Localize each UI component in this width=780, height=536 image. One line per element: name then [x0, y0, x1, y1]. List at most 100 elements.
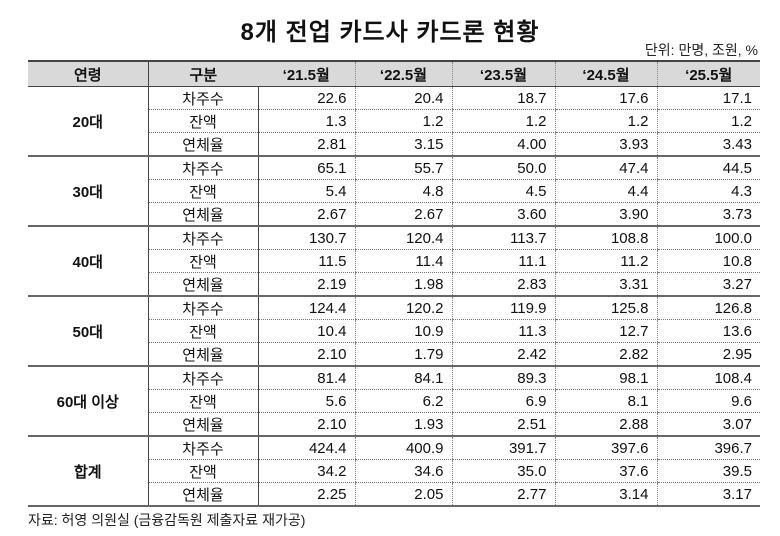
- value-cell: 10.4: [258, 319, 355, 343]
- value-cell: 120.4: [354, 226, 452, 250]
- value-cell: 1.3: [258, 109, 355, 133]
- value-cell: 84.1: [354, 366, 452, 390]
- value-cell: 4.8: [354, 179, 452, 203]
- age-group-label: 40대: [28, 226, 148, 297]
- value-cell: 2.67: [354, 202, 452, 227]
- header-period: ‘25.5월: [656, 60, 760, 87]
- category-label: 연체율: [147, 412, 259, 437]
- value-cell: 130.7: [258, 226, 355, 250]
- value-cell: 3.31: [554, 272, 657, 297]
- value-cell: 2.51: [451, 412, 555, 437]
- value-cell: 35.0: [451, 459, 555, 483]
- category-label: 잔액: [147, 179, 259, 203]
- value-cell: 3.27: [656, 272, 760, 297]
- value-cell: 6.9: [451, 389, 555, 413]
- value-cell: 3.07: [656, 412, 760, 437]
- value-cell: 98.1: [554, 366, 657, 390]
- category-label: 연체율: [147, 132, 259, 157]
- value-cell: 65.1: [258, 156, 355, 180]
- header-period: ‘24.5월: [554, 60, 657, 87]
- value-cell: 11.1: [451, 249, 555, 273]
- table-row: 20대 차주수 22.6 20.4 18.7 17.6 17.1: [28, 86, 760, 157]
- source-note: 자료: 허영 의원실 (금융감독원 제출자료 재가공): [28, 512, 306, 528]
- value-cell: 1.93: [354, 412, 452, 437]
- table-row: 잔액 1.3 1.2 1.2 1.2 1.2: [28, 109, 760, 133]
- category-label: 연체율: [147, 272, 259, 297]
- value-cell: 3.93: [554, 132, 657, 157]
- value-cell: 108.4: [656, 366, 760, 390]
- table-row: 잔액 11.5 11.4 11.1 11.2 10.8: [28, 249, 760, 273]
- table-row: 50대 차주수 124.4 120.2 119.9 125.8 126.8: [28, 296, 760, 367]
- value-cell: 3.14: [554, 482, 657, 507]
- table-row: 연체율 2.25 2.05 2.77 3.14 3.17: [28, 482, 760, 507]
- age-group-label: 합계: [28, 436, 148, 507]
- age-group-label: 20대: [28, 86, 148, 157]
- value-cell: 8.1: [554, 389, 657, 413]
- value-cell: 3.73: [656, 202, 760, 227]
- value-cell: 44.5: [656, 156, 760, 180]
- value-cell: 6.2: [354, 389, 452, 413]
- table-row: 연체율 2.81 3.15 4.00 3.93 3.43: [28, 132, 760, 157]
- age-group-label: 30대: [28, 156, 148, 227]
- value-cell: 1.2: [554, 109, 657, 133]
- value-cell: 119.9: [451, 296, 555, 320]
- value-cell: 1.2: [656, 109, 760, 133]
- header-period: ‘23.5월: [451, 60, 555, 87]
- category-label: 차주수: [147, 156, 259, 180]
- table-row: 연체율 2.10 1.79 2.42 2.82 2.95: [28, 342, 760, 367]
- category-label: 잔액: [147, 109, 259, 133]
- value-cell: 2.10: [258, 412, 355, 437]
- value-cell: 4.3: [656, 179, 760, 203]
- value-cell: 39.5: [656, 459, 760, 483]
- value-cell: 50.0: [451, 156, 555, 180]
- table-row: 60대 이상 차주수 81.4 84.1 89.3 98.1 108.4: [28, 366, 760, 437]
- value-cell: 12.7: [554, 319, 657, 343]
- table-row: 연체율 2.10 1.93 2.51 2.88 3.07: [28, 412, 760, 437]
- value-cell: 11.4: [354, 249, 452, 273]
- value-cell: 3.90: [554, 202, 657, 227]
- value-cell: 3.15: [354, 132, 452, 157]
- value-cell: 120.2: [354, 296, 452, 320]
- table-row: 잔액 5.6 6.2 6.9 8.1 9.6: [28, 389, 760, 413]
- value-cell: 9.6: [656, 389, 760, 413]
- value-cell: 11.2: [554, 249, 657, 273]
- header-age: 연령: [28, 60, 148, 87]
- value-cell: 10.8: [656, 249, 760, 273]
- value-cell: 1.98: [354, 272, 452, 297]
- value-cell: 113.7: [451, 226, 555, 250]
- value-cell: 2.67: [258, 202, 355, 227]
- age-group-label: 60대 이상: [28, 366, 148, 437]
- table-row: 잔액 34.2 34.6 35.0 37.6 39.5: [28, 459, 760, 483]
- value-cell: 4.00: [451, 132, 555, 157]
- category-label: 잔액: [147, 249, 259, 273]
- value-cell: 47.4: [554, 156, 657, 180]
- value-cell: 397.6: [554, 436, 657, 460]
- value-cell: 400.9: [354, 436, 452, 460]
- value-cell: 424.4: [258, 436, 355, 460]
- category-label: 잔액: [147, 389, 259, 413]
- value-cell: 2.82: [554, 342, 657, 367]
- value-cell: 37.6: [554, 459, 657, 483]
- value-cell: 108.8: [554, 226, 657, 250]
- value-cell: 18.7: [451, 86, 555, 110]
- category-label: 잔액: [147, 459, 259, 483]
- value-cell: 5.6: [258, 389, 355, 413]
- category-label: 연체율: [147, 202, 259, 227]
- value-cell: 1.2: [451, 109, 555, 133]
- value-cell: 2.19: [258, 272, 355, 297]
- table-row: 연체율 2.67 2.67 3.60 3.90 3.73: [28, 202, 760, 227]
- category-label: 잔액: [147, 319, 259, 343]
- category-label: 차주수: [147, 436, 259, 460]
- value-cell: 4.5: [451, 179, 555, 203]
- value-cell: 3.60: [451, 202, 555, 227]
- value-cell: 2.42: [451, 342, 555, 367]
- value-cell: 17.1: [656, 86, 760, 110]
- value-cell: 81.4: [258, 366, 355, 390]
- value-cell: 13.6: [656, 319, 760, 343]
- card-loan-table: 연령 구분 ‘21.5월 ‘22.5월 ‘23.5월 ‘24.5월 ‘25.5월…: [28, 60, 760, 507]
- header-period: ‘21.5월: [258, 60, 355, 87]
- value-cell: 4.4: [554, 179, 657, 203]
- value-cell: 34.2: [258, 459, 355, 483]
- table-row: 40대 차주수 130.7 120.4 113.7 108.8 100.0: [28, 226, 760, 297]
- value-cell: 3.17: [656, 482, 760, 507]
